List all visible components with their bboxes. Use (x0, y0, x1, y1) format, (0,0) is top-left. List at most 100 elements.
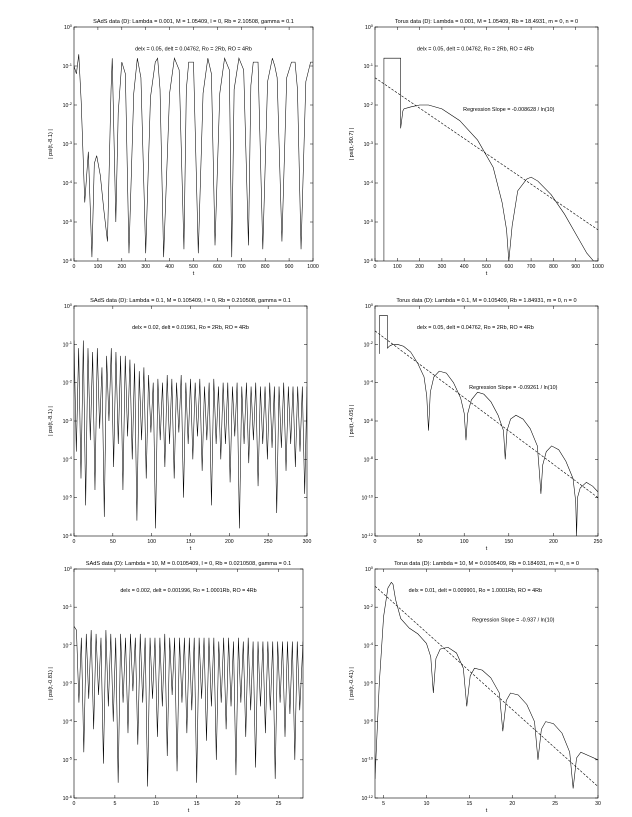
chart-title: Torus data (D): Lambda = 0.1, M = 0.1054… (396, 298, 576, 304)
x-tick-label: 600 (504, 264, 513, 270)
y-tick-label: 10-12 (361, 794, 373, 802)
x-tick-label: 0 (73, 801, 76, 807)
x-axis-label: t (190, 546, 192, 552)
x-tick-label: 30 (595, 801, 601, 807)
plot-frame (374, 568, 599, 799)
annotation: delx = 0.05, delt = 0.04762, Ro = 2Rb, R… (417, 325, 534, 331)
x-tick-label: 200 (225, 539, 234, 545)
x-tick-label: 500 (482, 264, 491, 270)
plot-frame (73, 568, 304, 799)
y-tick-label: 10-5 (364, 218, 374, 226)
data-series-line (74, 54, 313, 258)
x-tick-label: 5 (113, 801, 116, 807)
x-tick-label: 800 (261, 264, 270, 270)
x-tick-label: 15 (466, 801, 472, 807)
x-tick-label: 0 (374, 264, 377, 270)
x-tick-label: 800 (549, 264, 558, 270)
y-tick-label: 10-4 (63, 455, 73, 463)
x-tick-label: 10 (424, 801, 430, 807)
x-tick-label: 400 (165, 264, 174, 270)
y-axis-label: | psi(t,-8.1) | (48, 129, 54, 159)
x-tick-label: 25 (552, 801, 558, 807)
chart-title: SAdS data (D): Lambda = 0.1, M = 0.10540… (90, 298, 291, 304)
x-tick-label: 0 (374, 539, 377, 545)
y-tick-label: 10-6 (364, 257, 374, 265)
y-tick-label: 10-2 (364, 603, 374, 611)
x-tick-label: 300 (141, 264, 150, 270)
y-tick-label: 10-2 (63, 378, 73, 386)
plot-frame (374, 26, 599, 262)
y-tick-label: 100 (64, 302, 73, 310)
x-axis-label: t (188, 808, 190, 814)
data-series-line (383, 57, 598, 261)
y-tick-label: 100 (365, 23, 374, 31)
y-tick-label: 10-1 (364, 62, 374, 70)
y-tick-label: 10-12 (361, 532, 373, 540)
y-tick-label: 10-3 (63, 679, 73, 687)
y-tick-label: 10-4 (63, 717, 73, 725)
y-tick-label: 10-5 (63, 756, 73, 764)
data-series-line (379, 315, 598, 536)
chart-title: Torus data (D): Lambda = 10, M = 0.01054… (394, 561, 579, 567)
y-tick-label: 10-2 (63, 101, 73, 109)
y-tick-label: 10-5 (63, 218, 73, 226)
plot-frame (374, 305, 599, 537)
y-tick-label: 10-2 (364, 340, 374, 348)
y-tick-label: 10-10 (361, 756, 373, 764)
y-axis-label: | psi(t,-8.1) | (48, 406, 54, 436)
x-tick-label: 100 (460, 539, 469, 545)
x-tick-label: 50 (110, 539, 116, 545)
y-axis-label: | psi(t,-0.81) | (48, 667, 54, 700)
annotation: delx = 0.02, delt = 0.01961, Ro = 2Rb, R… (132, 325, 249, 331)
y-tick-label: 10-6 (63, 532, 73, 540)
x-tick-label: 100 (393, 264, 402, 270)
chart-title: SAdS data (D): Lambda = 0.001, M = 1.054… (93, 19, 294, 25)
chart-p3: SAdS data (D): Lambda = 0.1, M = 0.10540… (48, 298, 311, 552)
y-tick-label: 10-6 (63, 257, 73, 265)
y-tick-label: 10-1 (63, 340, 73, 348)
x-tick-label: 25 (276, 801, 282, 807)
x-tick-label: 700 (527, 264, 536, 270)
regression-line (375, 330, 598, 498)
y-tick-label: 10-6 (364, 679, 374, 687)
chart-p6: Torus data (D): Lambda = 10, M = 0.01054… (349, 561, 601, 814)
y-tick-label: 10-4 (63, 179, 73, 187)
x-tick-label: 10 (153, 801, 159, 807)
x-tick-label: 15 (194, 801, 200, 807)
y-tick-label: 100 (64, 23, 73, 31)
y-tick-label: 10-3 (63, 140, 73, 148)
x-tick-label: 150 (186, 539, 195, 545)
y-tick-label: 10-4 (364, 378, 374, 386)
x-tick-label: 250 (594, 539, 603, 545)
y-tick-label: 100 (64, 565, 73, 573)
x-tick-label: 100 (147, 539, 156, 545)
x-tick-label: 900 (571, 264, 580, 270)
annotation: delx = 0.01, delt = 0.009901, Ro = 1.000… (409, 588, 542, 594)
x-tick-label: 0 (73, 539, 76, 545)
x-tick-label: 100 (94, 264, 103, 270)
x-tick-label: 5 (382, 801, 385, 807)
chart-p1: SAdS data (D): Lambda = 0.001, M = 1.054… (48, 19, 319, 277)
x-tick-label: 1000 (592, 264, 604, 270)
y-axis-label: | psi(t,-4.05) | (349, 405, 355, 438)
x-tick-label: 200 (549, 539, 558, 545)
x-axis-label: t (486, 546, 488, 552)
x-tick-label: 300 (438, 264, 447, 270)
y-tick-label: 10-3 (364, 140, 374, 148)
x-tick-label: 20 (509, 801, 515, 807)
data-series-line (74, 340, 307, 529)
y-tick-label: 10-4 (364, 641, 374, 649)
x-tick-label: 250 (264, 539, 273, 545)
y-axis-label: | psi(t,-90.7) | (349, 128, 355, 161)
annotation: Regression Slope = -0.09261 / ln(10) (469, 385, 557, 391)
y-tick-label: 10-10 (361, 493, 373, 501)
x-tick-label: 200 (415, 264, 424, 270)
x-tick-label: 300 (303, 539, 312, 545)
y-tick-label: 10-4 (364, 179, 374, 187)
chart-title: Torus data (D): Lambda = 0.001, M = 1.05… (395, 19, 578, 25)
y-tick-label: 10-8 (364, 717, 374, 725)
x-tick-label: 700 (237, 264, 246, 270)
data-series-line (74, 626, 303, 787)
y-tick-label: 100 (365, 565, 374, 573)
